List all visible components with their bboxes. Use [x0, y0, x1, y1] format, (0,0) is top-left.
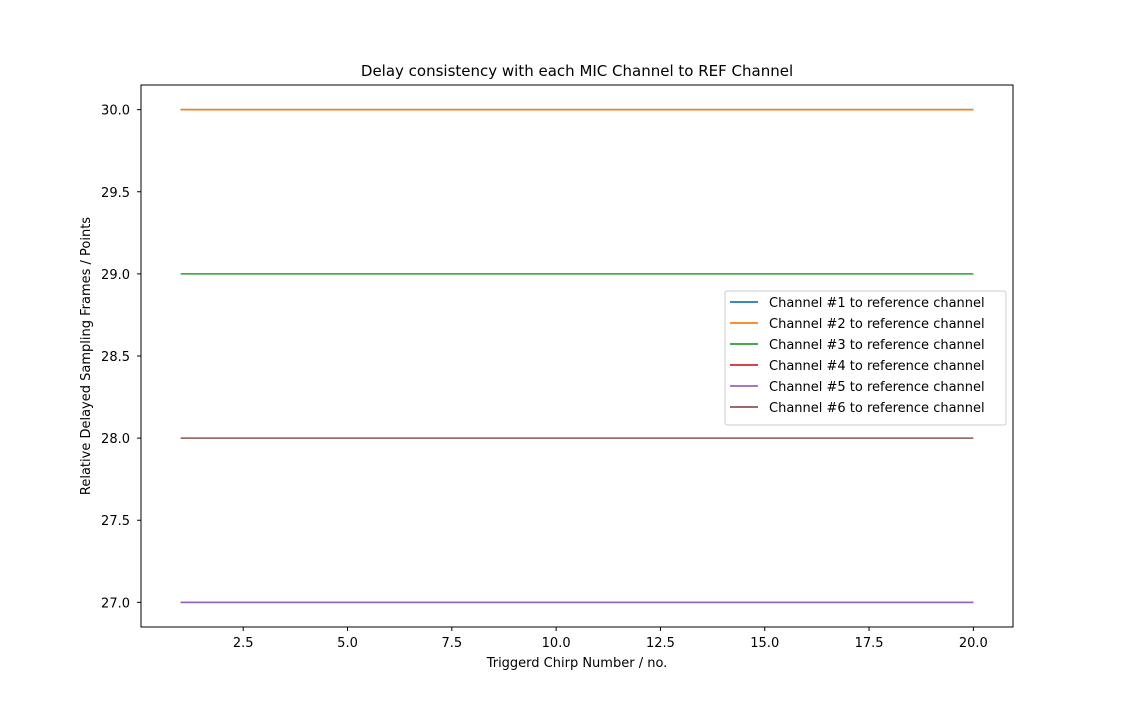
x-axis-ticks: 2.5 5.0 7.5 10.0 12.5 15.0 17.5 20.0	[233, 627, 988, 651]
y-tick-label: 27.0	[101, 596, 130, 611]
y-tick-label: 29.0	[101, 268, 130, 283]
legend-label-6: Channel #6 to reference channel	[769, 401, 985, 416]
legend-label-1: Channel #1 to reference channel	[769, 296, 985, 311]
legend-box	[724, 290, 1007, 426]
y-axis-ticks: 27.0 27.5 28.0 28.5 29.0 29.5 30.0	[101, 104, 141, 611]
y-tick-label: 28.0	[101, 432, 130, 447]
y-tick-label: 30.0	[101, 104, 130, 119]
legend: Channel #1 to reference channel Channel #…	[724, 290, 1007, 426]
y-tick-label: 29.5	[101, 186, 130, 201]
x-tick-label: 7.5	[441, 636, 462, 651]
x-tick-label: 10.0	[542, 636, 571, 651]
x-axis-label: Triggerd Chirp Number / no.	[486, 656, 668, 671]
x-tick-label: 17.5	[855, 636, 884, 651]
legend-label-5: Channel #5 to reference channel	[769, 380, 985, 395]
y-tick-label: 27.5	[101, 514, 130, 529]
legend-label-2: Channel #2 to reference channel	[769, 317, 985, 332]
x-tick-label: 15.0	[750, 636, 779, 651]
y-tick-label: 28.5	[101, 350, 130, 365]
legend-label-3: Channel #3 to reference channel	[769, 338, 985, 353]
x-tick-label: 12.5	[646, 636, 675, 651]
legend-label-4: Channel #4 to reference channel	[769, 359, 985, 374]
x-tick-label: 20.0	[959, 636, 988, 651]
x-tick-label: 2.5	[233, 636, 254, 651]
chart-title: Delay consistency with each MIC Channel …	[361, 62, 793, 80]
y-axis-label: Relative Delayed Sampling Frames / Point…	[79, 217, 94, 495]
x-tick-label: 5.0	[337, 636, 358, 651]
